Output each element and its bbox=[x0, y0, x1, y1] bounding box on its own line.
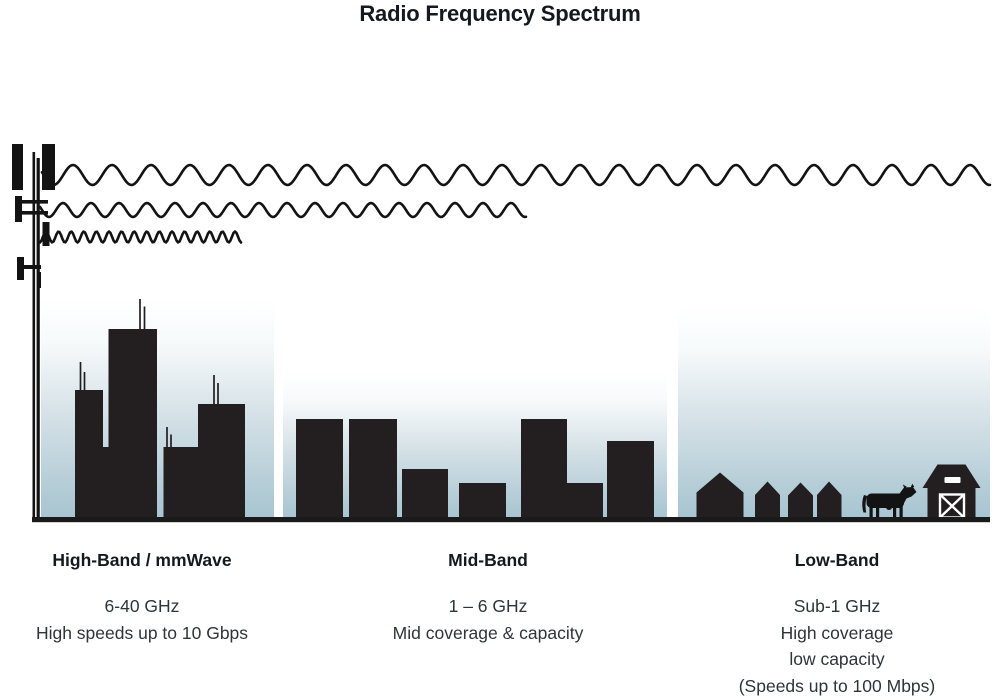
diagram-title: Radio Frequency Spectrum bbox=[359, 1, 641, 26]
band-name-high: High-Band / mmWave bbox=[52, 550, 232, 570]
band-name-mid: Mid-Band bbox=[448, 550, 528, 570]
city-skyline-high-band bbox=[75, 299, 245, 518]
ground-line bbox=[32, 517, 990, 523]
farm-scene-low-band bbox=[696, 464, 981, 519]
wave-short-wavelength-high-band bbox=[38, 230, 243, 244]
house-icon bbox=[788, 482, 813, 518]
radio-waves bbox=[38, 163, 992, 244]
band-detail-low: High coverage bbox=[780, 622, 894, 643]
cell-tower-icon bbox=[12, 144, 55, 518]
rooftop-antennas bbox=[79, 299, 219, 448]
band-label-low: Low-Band Sub-1 GHz High coverage low cap… bbox=[717, 550, 957, 699]
band-label-mid: Mid-Band 1 – 6 GHz Mid coverage & capaci… bbox=[368, 550, 608, 646]
town-skyline-mid-band bbox=[296, 419, 654, 518]
band-name-low: Low-Band bbox=[794, 550, 880, 570]
band-label-high: High-Band / mmWave 6-40 GHz High speeds … bbox=[22, 550, 262, 646]
band-detail-high: High speeds up to 10 Gbps bbox=[35, 622, 249, 643]
band-detail-mid: Mid coverage & capacity bbox=[392, 622, 584, 643]
band-frequency-high: 6-40 GHz bbox=[104, 596, 180, 616]
band-detail-low: low capacity bbox=[789, 649, 885, 669]
house-icon bbox=[817, 481, 842, 518]
band-frequency-low: Sub-1 GHz bbox=[793, 596, 881, 616]
wave-long-wavelength-low-band bbox=[40, 163, 992, 187]
barn-icon bbox=[922, 464, 981, 519]
band-frequency-mid: 1 – 6 GHz bbox=[448, 596, 528, 616]
cow-icon bbox=[862, 483, 917, 518]
house-icon bbox=[696, 472, 744, 518]
wave-medium-wavelength-mid-band bbox=[38, 201, 528, 219]
band-detail-low: (Speeds up to 100 Mbps) bbox=[738, 675, 936, 696]
house-icon bbox=[755, 481, 780, 518]
